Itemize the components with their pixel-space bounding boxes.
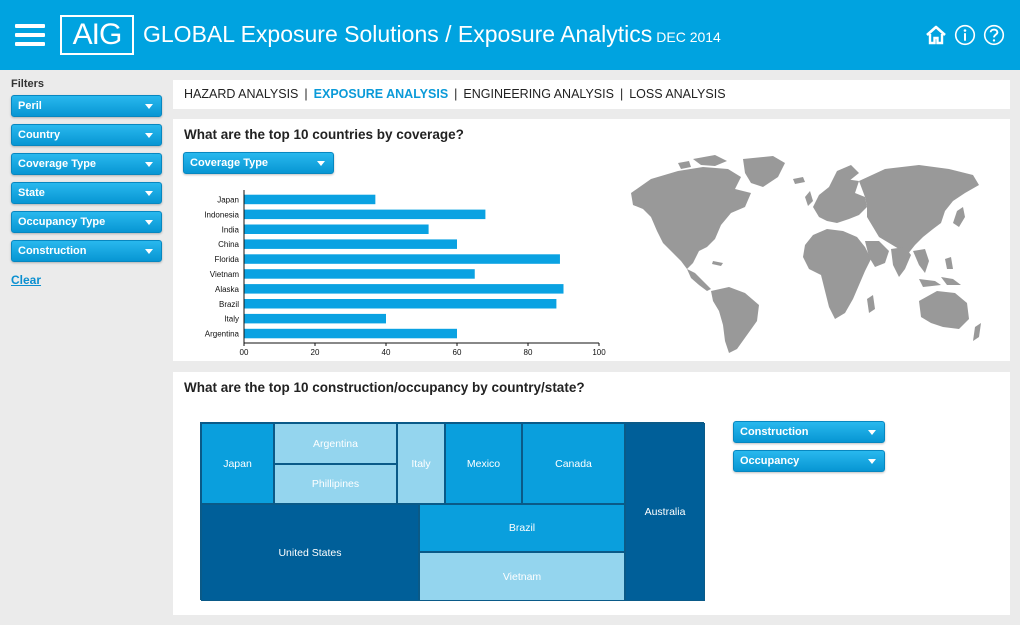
tab-separator: | (454, 87, 458, 101)
category-label: China (218, 240, 239, 249)
filter-label: Peril (18, 100, 42, 112)
filter-label: Coverage Type (18, 158, 97, 170)
filter-label: Country (18, 129, 61, 141)
dropdown-label: Construction (740, 426, 809, 438)
treemap-cell-label: United States (278, 546, 342, 559)
category-label: Brazil (219, 300, 239, 309)
occupancy-dropdown[interactable]: Occupancy (733, 450, 885, 472)
help-icon[interactable] (983, 24, 1005, 46)
world-map (631, 155, 981, 353)
treemap-cell-label: Brazil (508, 522, 536, 534)
bar-india[interactable] (244, 224, 429, 235)
treemap-cell-united-states[interactable]: United States (201, 504, 419, 601)
bar-florida[interactable] (244, 254, 560, 264)
treemap-cell-mexico[interactable]: Mexico (445, 423, 522, 504)
filter-state-dropdown[interactable]: State (11, 182, 162, 204)
aig-logo: AIG (60, 15, 134, 55)
chevron-down-icon (145, 249, 153, 254)
hamburger-menu-icon[interactable] (15, 24, 45, 46)
chevron-down-icon (145, 133, 153, 138)
coverage-panel-title: What are the top 10 countries by coverag… (184, 127, 464, 142)
treemap-cell-label: Phillipines (311, 478, 360, 490)
treemap-cell-label: Australia (644, 506, 686, 518)
treemap-cell-argentina[interactable]: Argentina (274, 423, 397, 464)
bar-argentina[interactable] (244, 328, 457, 339)
tab-exposure-analysis[interactable]: EXPOSURE ANALYSIS (313, 87, 449, 101)
filter-label: Construction (18, 245, 87, 257)
x-tick-label: 40 (382, 348, 391, 357)
treemap-cell-label: Vietnam (502, 570, 542, 583)
treemap-cell-vietnam[interactable]: Vietnam (419, 552, 625, 601)
coverage-type-dropdown[interactable]: Coverage Type (183, 152, 334, 174)
treemap-cell-brazil[interactable]: Brazil (419, 504, 625, 552)
chevron-down-icon (145, 104, 153, 109)
filter-label: Occupancy Type (18, 216, 106, 228)
app-title-text: GLOBAL Exposure Solutions / Exposure Ana… (143, 21, 653, 47)
x-tick-label: 60 (453, 348, 462, 357)
tab-separator: | (619, 87, 624, 101)
treemap-panel-title: What are the top 10 construction/occupan… (184, 380, 585, 395)
x-tick-label: 80 (524, 348, 533, 357)
coverage-panel: What are the top 10 countries by coverag… (173, 119, 1010, 361)
treemap-cell-canada[interactable]: Canada (522, 423, 625, 504)
bar-china[interactable] (244, 239, 457, 249)
treemap-cell-phillipines[interactable]: Phillipines (274, 464, 397, 504)
filters-heading: Filters (11, 78, 45, 90)
app-title: GLOBAL Exposure Solutions / Exposure Ana… (143, 21, 721, 48)
bar-indonesia[interactable] (244, 209, 486, 220)
dropdown-label: Coverage Type (190, 157, 269, 169)
category-label: Alaska (215, 285, 240, 294)
treemap-cell-japan[interactable]: Japan (201, 423, 274, 504)
coverage-bar-chart: Japan Indonesia India China Florida Vietnam Al… (204, 190, 606, 357)
chevron-down-icon (317, 161, 325, 166)
tab-loss-analysis[interactable]: LOSS ANALYSIS (629, 87, 726, 101)
chevron-down-icon (868, 430, 876, 435)
category-label: Indonesia (204, 210, 239, 219)
bar-japan[interactable] (244, 194, 376, 205)
construction-occupancy-panel: What are the top 10 construction/occupan… (173, 372, 1010, 615)
filter-country-dropdown[interactable]: Country (11, 124, 162, 146)
bar-vietnam[interactable] (244, 269, 475, 279)
category-label: Argentina (205, 330, 240, 339)
construction-dropdown[interactable]: Construction (733, 421, 885, 443)
bar-brazil[interactable] (244, 299, 557, 309)
home-icon[interactable] (925, 24, 947, 46)
filter-peril-dropdown[interactable]: Peril (11, 95, 162, 117)
report-date: DEC 2014 (656, 29, 721, 45)
bar-italy[interactable] (244, 313, 386, 324)
treemap-cell-label: Japan (223, 457, 252, 470)
category-label: Florida (215, 255, 240, 264)
chevron-down-icon (868, 459, 876, 464)
filter-occupancy-type-dropdown[interactable]: Occupancy Type (11, 211, 162, 233)
treemap-cell-italy[interactable]: Italy (397, 423, 445, 504)
category-label: India (222, 225, 240, 234)
tab-hazard-analysis[interactable]: HAZARD ANALYSIS (184, 87, 299, 101)
tab-engineering-analysis[interactable]: ENGINEERING ANALYSIS (463, 87, 614, 101)
filter-construction-dropdown[interactable]: Construction (11, 240, 162, 262)
chevron-down-icon (145, 162, 153, 167)
treemap-cell-label: Argentina (313, 437, 358, 450)
x-tick-label: 100 (592, 348, 606, 357)
filter-label: State (18, 187, 45, 199)
x-tick-label: 00 (240, 348, 249, 357)
category-label: Vietnam (210, 270, 240, 279)
clear-filters-link[interactable]: Clear (11, 273, 42, 287)
construction-occupancy-treemap: Japan Argentina Phillipines Italy Mexico… (200, 422, 705, 601)
treemap-cell-label: Italy (411, 457, 431, 470)
dropdown-label: Occupancy (740, 455, 800, 467)
treemap-cell-australia[interactable]: Australia (625, 423, 705, 601)
analysis-tabs: HAZARD ANALYSIS | EXPOSURE ANALYSIS | ENGINE… (173, 80, 1010, 109)
bar-alaska[interactable] (244, 284, 564, 294)
app-header: AIG GLOBAL Exposure Solutions / Exposure… (0, 0, 1020, 70)
chevron-down-icon (145, 220, 153, 225)
info-icon[interactable] (954, 24, 976, 46)
category-label: Japan (217, 195, 239, 204)
filter-coverage-type-dropdown[interactable]: Coverage Type (11, 153, 162, 175)
treemap-cell-label: Mexico (466, 457, 501, 470)
tab-separator: | (304, 87, 308, 101)
chevron-down-icon (145, 191, 153, 196)
x-tick-label: 20 (311, 348, 320, 357)
treemap-cell-label: Canada (555, 457, 592, 470)
category-label: Italy (224, 315, 239, 324)
